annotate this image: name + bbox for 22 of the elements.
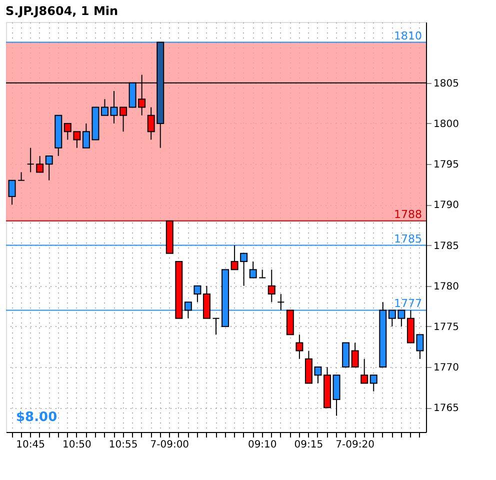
y-tick-label: 1805 (434, 78, 459, 90)
x-tick-label: 09:10 (248, 440, 277, 450)
ref-line-label: 1785 (394, 232, 422, 246)
x-tick-label: 10:45 (16, 440, 45, 450)
x-tick-label: 7-09:20 (336, 440, 374, 450)
chart-title: S.JP.J8604, 1 Min (6, 4, 118, 18)
y-tick-label: 1790 (434, 200, 459, 212)
x-tick-label: 10:50 (62, 440, 92, 450)
ref-line-label: 1810 (394, 29, 422, 42)
y-tick-label: 1785 (434, 240, 459, 252)
y-tick-label: 1770 (434, 362, 459, 374)
x-tick-label: 7-09:00 (150, 440, 190, 450)
x-tick-label: 09:15 (294, 440, 324, 450)
y-tick-label: 1765 (434, 403, 459, 414)
y-tick-label: 1775 (434, 322, 459, 333)
y-tick-label: 1795 (434, 160, 459, 171)
y-tick-label: 1780 (434, 281, 459, 292)
annotation: $8.00 (16, 410, 58, 425)
ref-line-label: 1788 (394, 208, 422, 221)
ref-line-label: 1777 (394, 297, 422, 310)
x-tick-label: 10:55 (108, 440, 138, 450)
y-tick-label: 1800 (434, 118, 459, 130)
